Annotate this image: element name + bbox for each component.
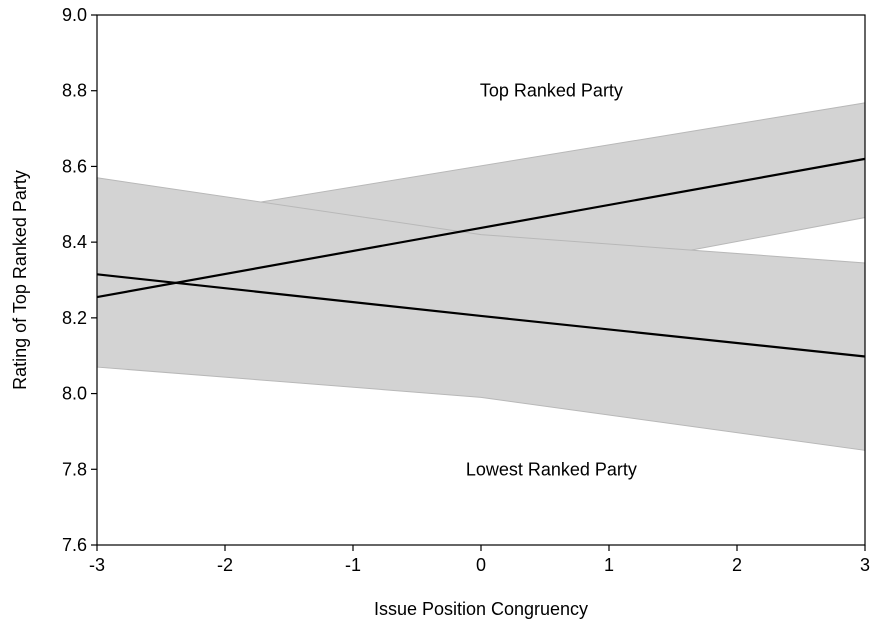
- x-tick-label: -2: [217, 555, 233, 575]
- y-tick-label: 8.0: [62, 384, 87, 404]
- fit-lines: [96, 157, 866, 358]
- y-tick-label: 8.4: [62, 232, 87, 252]
- y-tick-label: 8.2: [62, 308, 87, 328]
- fit-line-lowest-ranked: [96, 273, 866, 358]
- x-tick-label: 2: [732, 555, 742, 575]
- y-axis-title: Rating of Top Ranked Party: [10, 170, 30, 390]
- y-tick-label: 8.8: [62, 81, 87, 101]
- y-tick-label: 7.8: [62, 459, 87, 479]
- x-tick-label: -1: [345, 555, 361, 575]
- annotation-lowest-ranked-party: Lowest Ranked Party: [466, 459, 637, 479]
- y-ticks: 7.6 7.8 8.0 8.2 8.4 8.6 8.8 9.0: [62, 5, 97, 555]
- fit-line-top-ranked: [96, 157, 866, 299]
- x-tick-label: 3: [860, 555, 870, 575]
- annotation-top-ranked-party: Top Ranked Party: [480, 81, 623, 101]
- y-tick-label: 8.6: [62, 156, 87, 176]
- x-axis-title: Issue Position Congruency: [374, 599, 588, 619]
- annotations: Top Ranked Party Lowest Ranked Party: [466, 81, 637, 480]
- x-tick-label: -3: [89, 555, 105, 575]
- y-tick-label: 9.0: [62, 5, 87, 25]
- x-tick-label: 1: [604, 555, 614, 575]
- y-tick-label: 7.6: [62, 535, 87, 555]
- x-tick-label: 0: [476, 555, 486, 575]
- x-ticks: -3 -2 -1 0 1 2 3: [89, 545, 870, 575]
